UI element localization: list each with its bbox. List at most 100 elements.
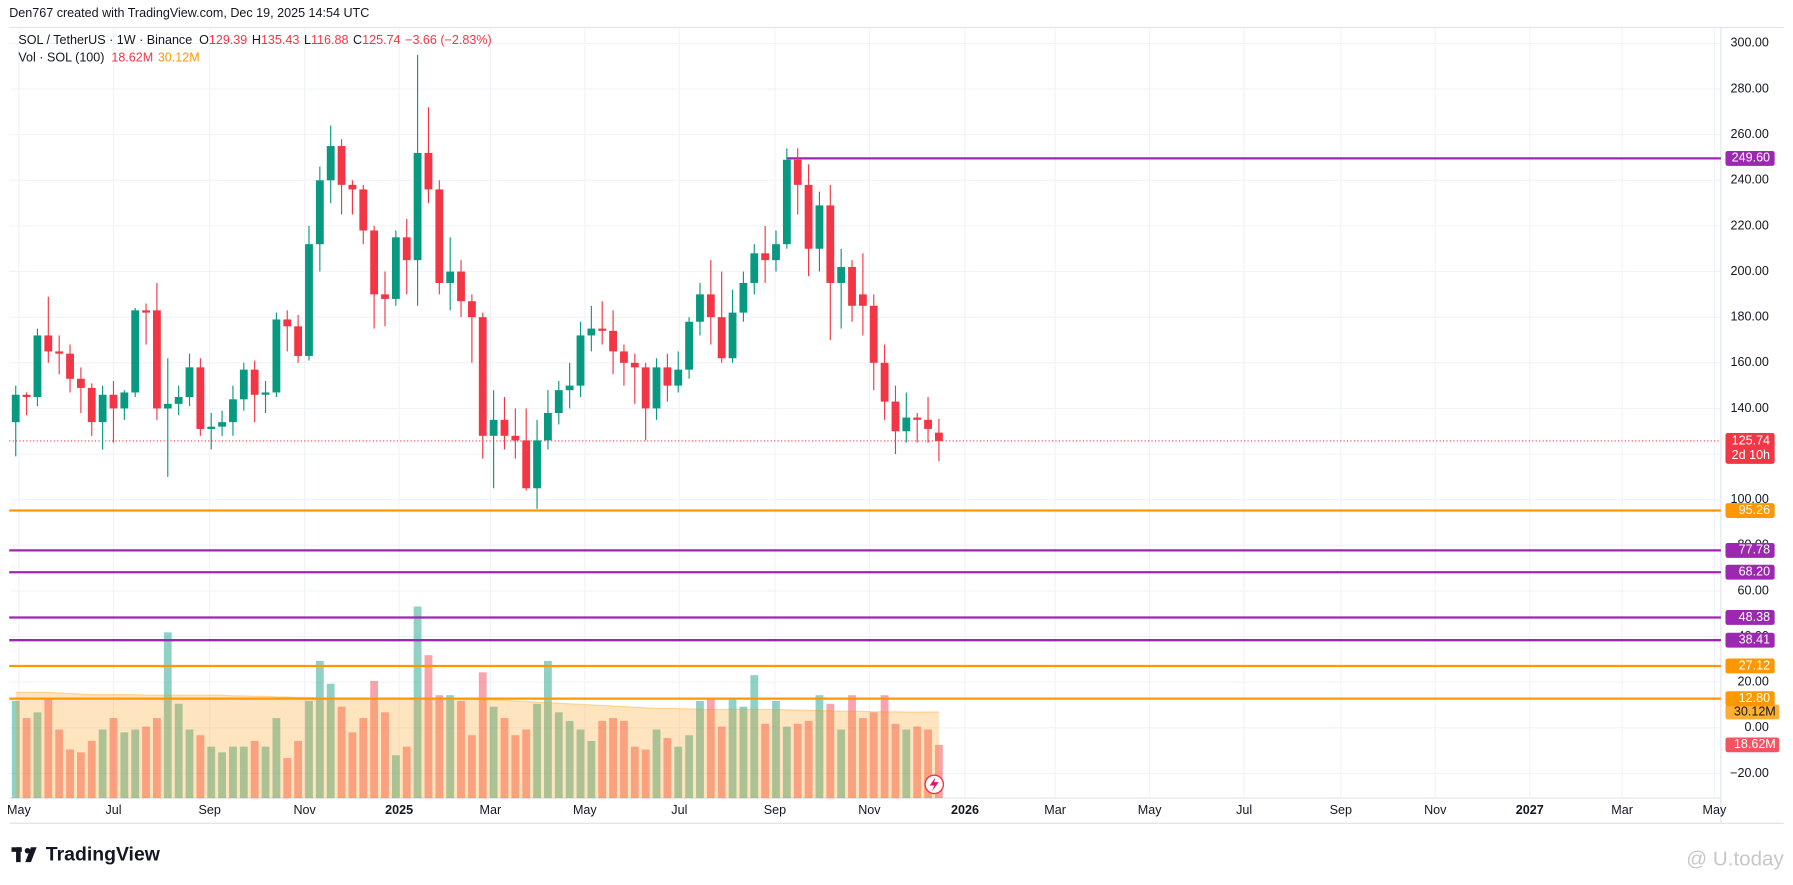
- volume-value: 18.62M: [111, 51, 153, 65]
- volume-bar: [793, 723, 802, 799]
- candle-body: [55, 351, 64, 354]
- candle-body: [848, 266, 856, 306]
- x-tick-label: Jul: [671, 803, 687, 817]
- level-label: 77.78: [1739, 543, 1770, 557]
- candle-body: [717, 317, 726, 359]
- y-tick-label: 280.00: [1730, 81, 1768, 95]
- legend-key: L: [304, 33, 311, 47]
- x-tick-label: May: [1138, 803, 1162, 817]
- volume-bar: [66, 749, 74, 799]
- legend-key: O: [199, 33, 209, 47]
- volume-bar: [772, 700, 780, 799]
- candle-body: [500, 419, 509, 436]
- candle-body: [348, 184, 357, 190]
- legend-key: C: [353, 33, 362, 47]
- candle-body: [533, 440, 541, 489]
- candle-body: [66, 353, 74, 379]
- volume-bar: [717, 726, 726, 799]
- legend-volume: Vol · SOL (100) 18.62M 30.12M: [18, 51, 199, 65]
- candle-body: [826, 205, 835, 283]
- candle-body: [153, 310, 161, 409]
- volume-bar: [782, 726, 791, 799]
- candle-body: [750, 253, 759, 283]
- candle-body: [630, 362, 639, 368]
- candle-body: [869, 305, 878, 363]
- volume-bar: [858, 718, 867, 799]
- volume-bar: [815, 695, 824, 799]
- candle-body: [294, 326, 303, 356]
- volume-bar: [44, 698, 53, 799]
- candle-body: [239, 369, 248, 400]
- y-tick-label: 200.00: [1730, 264, 1768, 278]
- volume-bar: [218, 752, 226, 799]
- candle-body: [413, 152, 422, 261]
- volume-bar: [337, 706, 346, 799]
- volume-bar: [272, 718, 281, 799]
- volume-bar: [305, 700, 313, 799]
- candle-body: [880, 362, 889, 402]
- volume-badge-bg: [1725, 737, 1780, 753]
- volume-bar: [869, 712, 878, 799]
- volume-bar: [761, 723, 770, 799]
- candle-body: [772, 244, 780, 261]
- volume-bar: [229, 746, 237, 799]
- x-tick-label: Jul: [105, 803, 121, 817]
- level-label: 38.41: [1739, 633, 1770, 647]
- plot: May Jul Sep Nov 2025 Mar May Jul Sep Nov 2026 Mar Ma…: [7, 27, 1780, 817]
- symbol: SOL / TetherUS · 1W · Binance: [18, 33, 192, 47]
- candle-body: [131, 310, 140, 393]
- level-label: 249.60: [1732, 151, 1770, 165]
- volume-bar: [391, 755, 400, 799]
- volume-bar: [696, 700, 704, 799]
- volume-bar: [11, 700, 20, 799]
- candle-body: [565, 385, 574, 391]
- logo: [11, 847, 37, 863]
- legend-value: 135.43: [261, 33, 299, 47]
- volume-bar: [446, 695, 455, 799]
- candle-body: [76, 378, 85, 388]
- volume-bar: [348, 732, 357, 799]
- volume-bar: [163, 632, 172, 799]
- volume-bar: [739, 706, 748, 799]
- candle-body: [11, 394, 20, 423]
- x-tick-label: Mar: [480, 803, 502, 817]
- candle-body: [837, 266, 846, 283]
- candle-body: [87, 387, 96, 423]
- candle-body: [315, 180, 324, 245]
- candle-body: [283, 319, 292, 327]
- volume-bar: [706, 698, 715, 799]
- x-tick-label: 2025: [385, 803, 413, 817]
- candle-body: [435, 189, 444, 283]
- price-label: 125.74: [1732, 433, 1770, 447]
- volume-bar: [935, 744, 943, 799]
- level-label-bg: [1725, 658, 1775, 674]
- x-tick-label: Nov: [1424, 803, 1447, 817]
- level-label-bg: [1725, 542, 1775, 558]
- volume-bar: [283, 758, 292, 799]
- volume-bar: [33, 712, 42, 799]
- volume-bar: [837, 729, 846, 799]
- candle-body: [598, 328, 607, 331]
- candle-body: [98, 394, 107, 423]
- x-tick-label: Sep: [764, 803, 786, 817]
- level-label: 95.26: [1739, 503, 1770, 517]
- candle-body: [793, 159, 802, 185]
- candle-body: [576, 335, 585, 386]
- countdown: 2d 10h: [1732, 448, 1770, 462]
- candle-body: [652, 367, 661, 409]
- volume-bar: [565, 720, 574, 799]
- candle-body: [913, 417, 922, 420]
- volume-bar: [22, 718, 31, 799]
- candle-body: [706, 294, 715, 318]
- volume-bar: [554, 712, 563, 799]
- volume-bar: [620, 720, 628, 799]
- candle-body: [804, 184, 813, 249]
- x-tick-label: Sep: [1330, 803, 1352, 817]
- candle-body: [120, 392, 129, 409]
- candle-body: [381, 294, 389, 299]
- volume-bar: [413, 606, 422, 799]
- volume-bar: [55, 729, 64, 799]
- candle-body: [402, 237, 411, 261]
- volume-bar: [250, 740, 259, 799]
